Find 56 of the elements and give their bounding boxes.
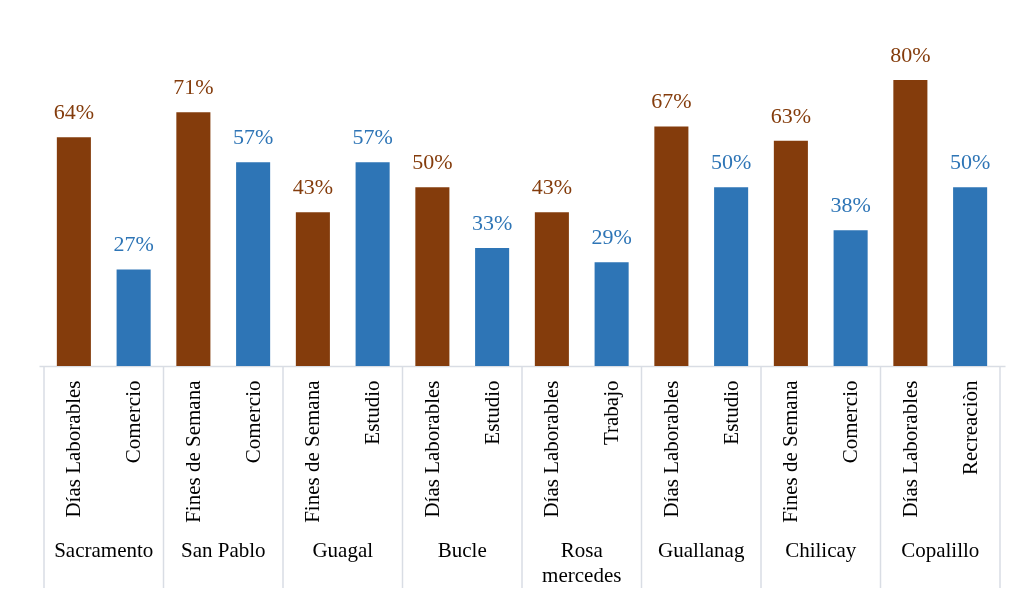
bar	[893, 80, 928, 366]
text: Guagal	[312, 538, 374, 562]
bar	[116, 269, 151, 366]
bar	[475, 248, 510, 366]
x-tick-label: Estudio	[360, 380, 385, 445]
data-label: 43%	[531, 174, 573, 200]
x-tick-label: Días Laborables	[61, 380, 86, 518]
x-tick-label: Estudio	[479, 380, 504, 445]
text: Guallanag	[658, 538, 745, 562]
text: Copalillo	[901, 538, 980, 562]
x-tick-label: Fines de Semana	[300, 379, 325, 523]
bar	[594, 262, 629, 366]
x-tick-label: Días Laborables	[539, 380, 564, 518]
bar	[236, 162, 271, 366]
data-label: 57%	[352, 124, 393, 150]
x-tick-label: Días Laborables	[658, 380, 683, 518]
x-tick-label: Días Laborables	[419, 380, 444, 518]
data-label: 38%	[830, 192, 871, 218]
data-label: 27%	[113, 231, 154, 257]
bar	[953, 187, 988, 366]
x-tick-label: Comercio	[838, 380, 863, 464]
x-tick-label: Comercio	[121, 380, 146, 464]
bar	[654, 126, 689, 366]
data-label: 64%	[53, 99, 95, 125]
x-tick-label: Comercio	[240, 380, 265, 464]
data-label: 50%	[710, 149, 752, 175]
data-label: 50%	[949, 149, 991, 175]
bar	[773, 140, 808, 366]
data-label: 43%	[292, 174, 334, 200]
x-tick-label: Fines de Semana	[778, 379, 803, 523]
data-label: 57%	[232, 124, 274, 150]
text: Chilicay	[785, 538, 857, 562]
bar	[176, 112, 211, 366]
bar	[714, 187, 749, 366]
bar	[415, 187, 450, 366]
text: Rosa mercedes	[542, 538, 622, 587]
data-label: 50%	[412, 149, 453, 175]
data-label: 29%	[591, 224, 632, 250]
text: Sacramento	[54, 538, 154, 562]
bar	[534, 212, 569, 366]
x-tick-label: Trabajo	[599, 380, 624, 446]
bar	[833, 230, 868, 366]
data-label: 67%	[651, 88, 692, 114]
bar	[355, 162, 390, 366]
bar	[56, 137, 91, 366]
data-label: 71%	[173, 74, 214, 100]
x-tick-label: Días Laborables	[897, 380, 922, 518]
data-label: 33%	[471, 210, 513, 236]
x-tick-label: Fines de Semana	[180, 379, 205, 523]
data-label: 80%	[890, 42, 931, 67]
bar	[295, 212, 330, 366]
x-tick-label: Estudio	[718, 380, 743, 445]
text: Bucle	[437, 538, 487, 562]
x-tick-label: Recreaciòn	[957, 380, 982, 475]
text: San Pablo	[180, 538, 266, 562]
data-label: 63%	[770, 102, 812, 128]
